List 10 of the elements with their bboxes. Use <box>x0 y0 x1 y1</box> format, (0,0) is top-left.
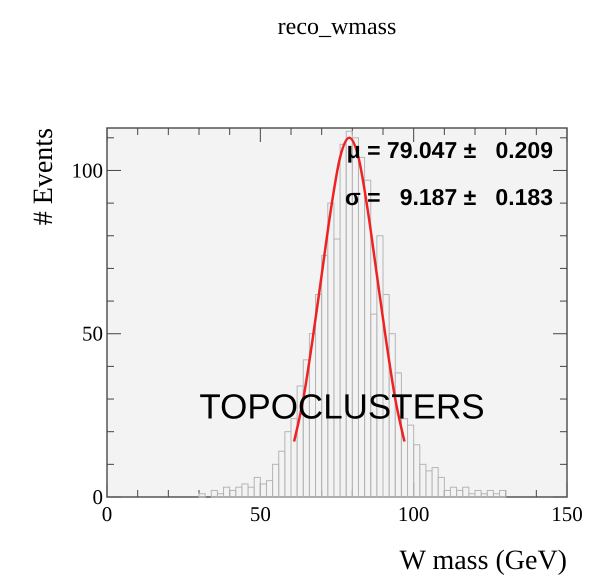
y-tick-label: 100 <box>72 158 103 182</box>
y-tick-label: 0 <box>92 485 103 509</box>
x-tick-label: 150 <box>551 502 583 526</box>
y-axis-title: # Events <box>28 128 59 226</box>
x-tick-label: 50 <box>250 502 271 526</box>
y-tick-label: 50 <box>82 322 103 346</box>
x-axis-title: W mass (GeV) <box>400 545 567 576</box>
annotation: σ = 9.187 ± 0.183 <box>344 184 553 210</box>
x-tick-label: 100 <box>398 502 430 526</box>
chart-title: reco_wmass <box>278 14 396 40</box>
